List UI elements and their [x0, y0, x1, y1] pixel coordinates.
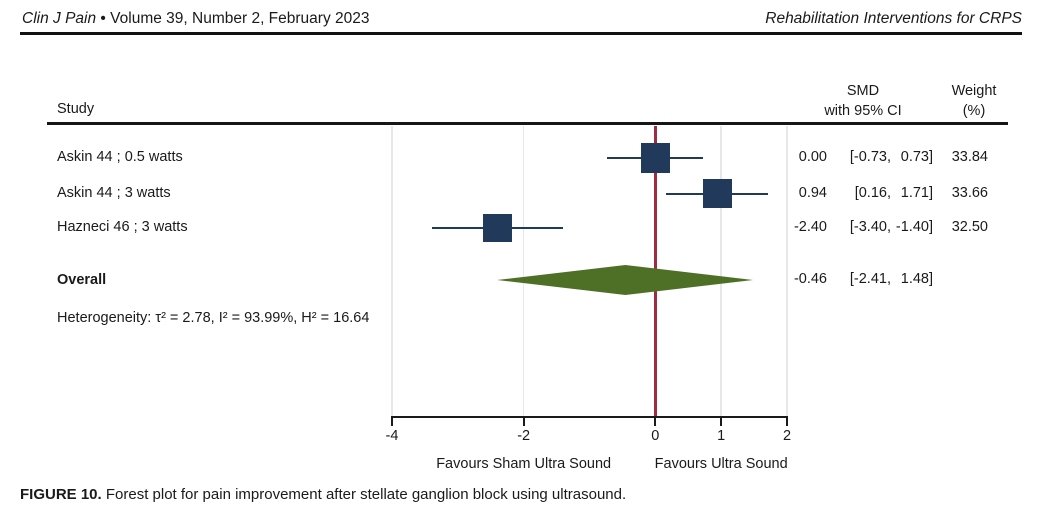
study-label: Askin 44 ; 0.5 watts: [57, 149, 183, 165]
overall-row-label: Overall: [57, 272, 107, 288]
effect-square: [483, 213, 512, 243]
x-tick-label: -2: [517, 428, 531, 444]
overall-smd-value: -0.46: [793, 271, 827, 287]
x-tick-label: 2: [782, 428, 792, 444]
gridline: [391, 126, 393, 416]
effect-square: [640, 143, 670, 173]
x-tick-label: 1: [717, 428, 726, 444]
overall-ci-low: [-2.41,: [849, 271, 891, 287]
smd-header-line2: with 95% CI: [824, 103, 902, 119]
table-header-rule: [47, 122, 1008, 125]
weight-column-header: Weight (%): [934, 81, 1014, 121]
overall-diamond: [496, 265, 753, 295]
issue-info: Volume 39, Number 2, February 2023: [110, 10, 370, 27]
ci-high: -1.40]: [895, 219, 933, 235]
x-axis-tick: [522, 418, 525, 426]
smd-header-line1: SMD: [846, 83, 880, 99]
smd-value: 0.94: [798, 185, 827, 201]
favours-right-label: Favours Ultra Sound: [654, 456, 788, 472]
weight-header-line2: (%): [962, 103, 986, 119]
running-title: Rehabilitation Interventions for CRPS: [765, 10, 1022, 27]
weight-value: 33.84: [951, 149, 988, 165]
x-axis-tick: [786, 418, 788, 426]
x-axis-line: [391, 416, 788, 418]
x-tick-label: -4: [385, 428, 399, 444]
weight-value: 33.66: [951, 185, 988, 201]
smd-value: -2.40: [793, 219, 827, 235]
gridline: [522, 126, 525, 416]
bullet-separator: •: [100, 10, 106, 27]
ci-high: 0.73]: [900, 149, 933, 165]
weight-value: 32.50: [951, 219, 988, 235]
smd-column-header: SMD with 95% CI: [805, 81, 921, 121]
heterogeneity-text: Heterogeneity: τ² = 2.78, I² = 93.99%, H…: [57, 310, 370, 326]
x-axis-tick: [720, 418, 723, 426]
ci-low: [-0.73,: [849, 149, 891, 165]
caption-text: Forest plot for pain improvement after s…: [101, 486, 627, 503]
figure-number: FIGURE 10.: [20, 486, 102, 503]
figure-caption: FIGURE 10. Forest plot for pain improvem…: [20, 486, 626, 503]
x-axis-tick: [391, 418, 393, 426]
x-tick-label: 0: [651, 428, 660, 444]
x-axis-tick: [654, 418, 657, 426]
journal-name: Clin J Pain: [22, 10, 97, 27]
study-label: Askin 44 ; 3 watts: [57, 185, 171, 201]
journal-citation: Clin J Pain • Volume 39, Number 2, Febru…: [22, 10, 370, 28]
smd-value: 0.00: [798, 149, 827, 165]
overall-ci-high: 1.48]: [900, 271, 933, 287]
effect-square: [702, 179, 732, 209]
weight-header-line1: Weight: [951, 83, 997, 99]
ci-high: 1.71]: [900, 185, 933, 201]
header-rule: [20, 32, 1022, 35]
gridline: [720, 126, 722, 416]
study-column-header: Study: [57, 101, 95, 117]
favours-left-label: Favours Sham Ultra Sound: [436, 456, 612, 472]
ci-low: [-3.40,: [849, 219, 891, 235]
gridline: [786, 126, 788, 416]
ci-low: [0.16,: [854, 185, 891, 201]
study-label: Hazneci 46 ; 3 watts: [57, 219, 188, 235]
